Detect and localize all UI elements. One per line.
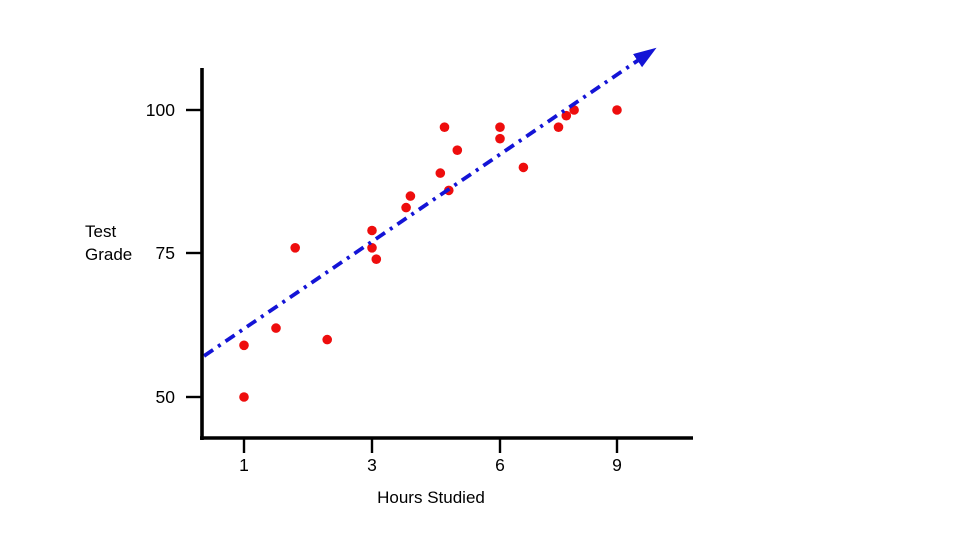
x-tick-label: 6 (495, 455, 505, 475)
y-tick-label: 100 (146, 100, 175, 120)
x-tick-label: 3 (367, 455, 377, 475)
data-point (439, 122, 450, 132)
x-tick-label: 1 (239, 455, 249, 475)
data-point (553, 122, 564, 132)
data-point (518, 162, 529, 173)
x-axis-title: Hours Studied (377, 488, 485, 507)
data-point (612, 105, 622, 115)
data-point (290, 243, 301, 253)
trend-line (202, 47, 657, 358)
y-ticks: 100 75 50 (146, 100, 202, 407)
data-point (561, 110, 572, 121)
data-point (495, 133, 505, 144)
data-point (371, 254, 382, 264)
x-tick-label: 9 (612, 455, 622, 475)
data-point (401, 202, 411, 213)
data-point (367, 243, 377, 253)
data-point (452, 145, 463, 155)
y-tick-label: 75 (156, 243, 175, 263)
data-point (239, 392, 249, 402)
data-point (322, 334, 333, 345)
y-axis-title-line2: Grade (85, 245, 132, 264)
data-point (495, 122, 505, 132)
x-ticks: 1 3 6 9 (239, 439, 622, 475)
data-point (367, 225, 377, 236)
data-point (239, 340, 249, 351)
scatter-points (239, 105, 622, 402)
data-point (405, 191, 416, 201)
y-tick-label: 50 (156, 387, 176, 407)
y-axis-title-line1: Test (85, 222, 116, 241)
x-axis: 1 3 6 9 (200, 436, 693, 475)
data-point (271, 323, 281, 333)
y-axis: 100 75 50 (146, 68, 204, 440)
data-point (435, 168, 446, 178)
